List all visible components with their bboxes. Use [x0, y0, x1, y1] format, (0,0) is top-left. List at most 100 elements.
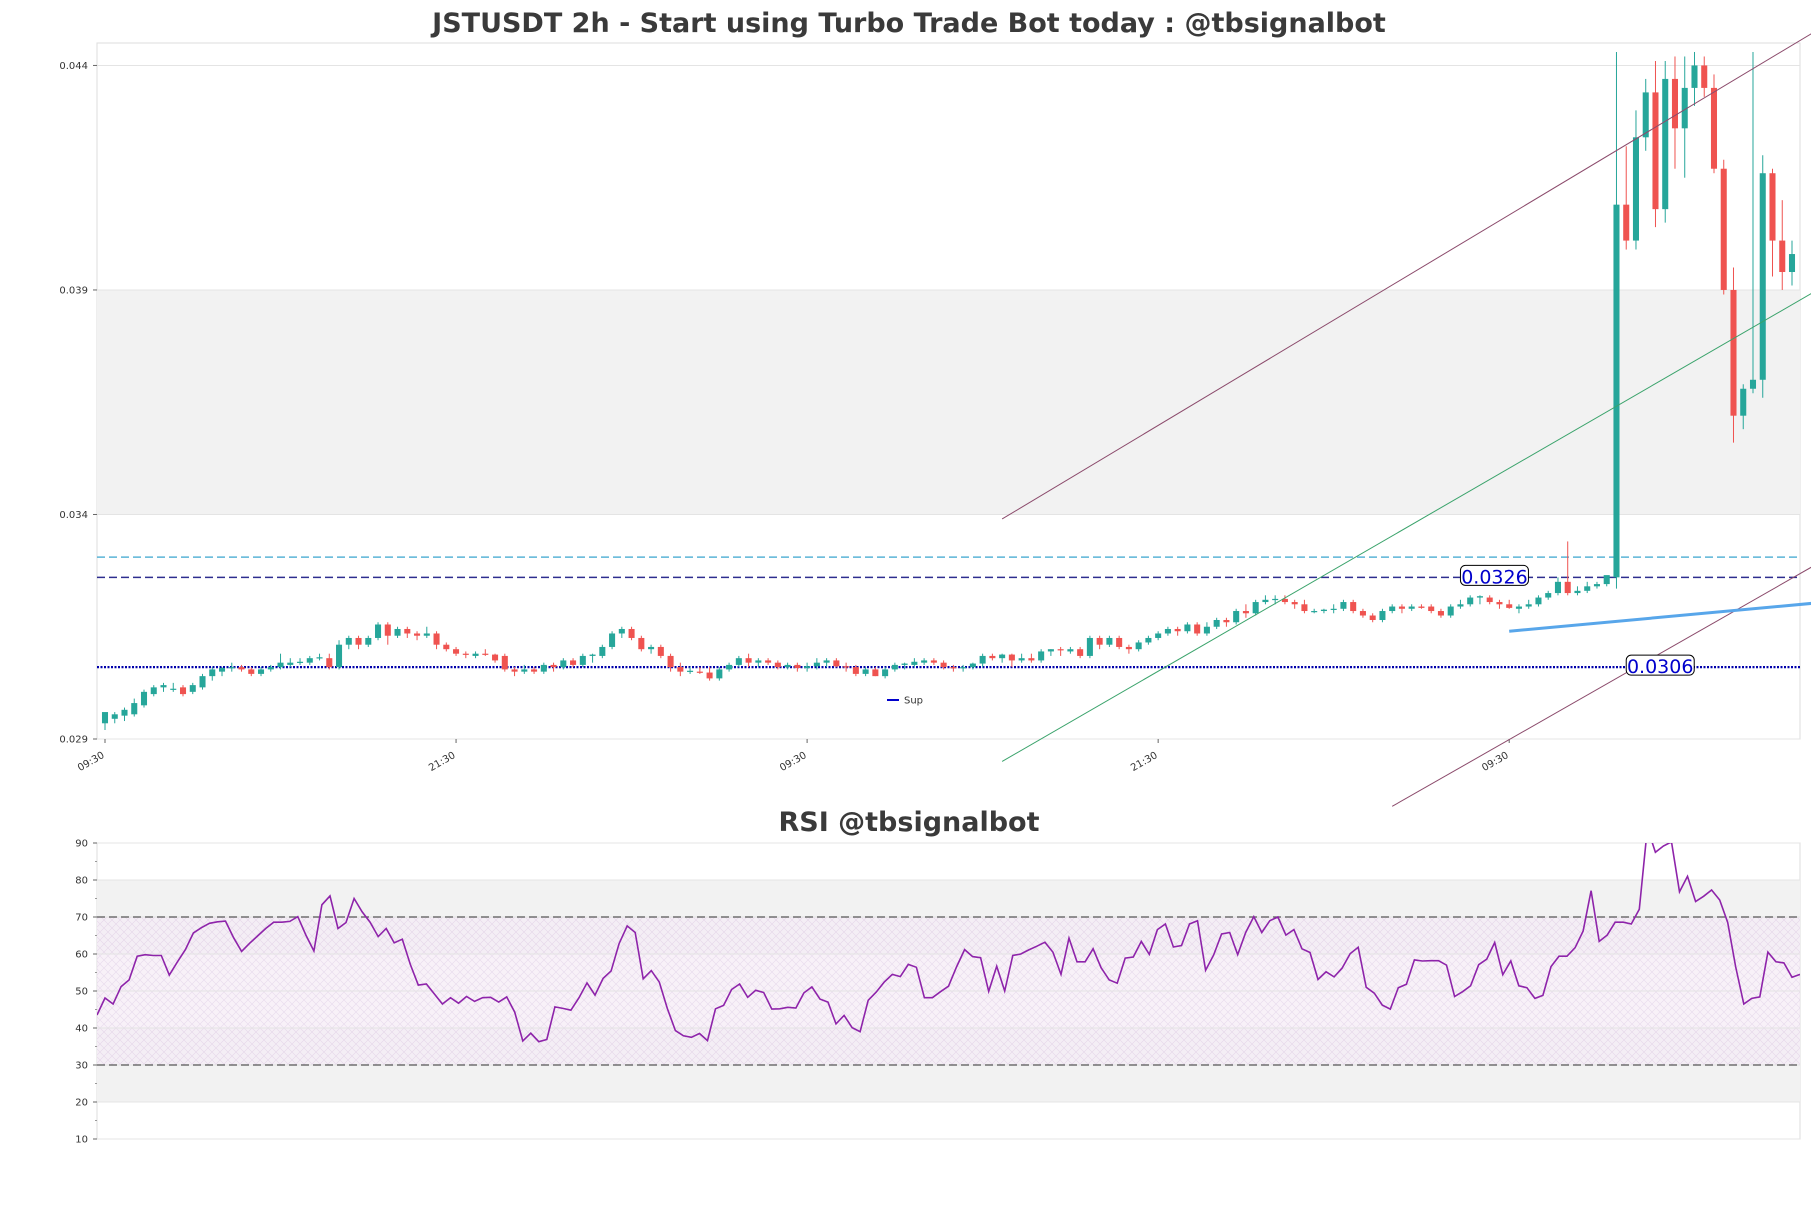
candle-body [609, 633, 616, 647]
candle-body [589, 654, 596, 656]
candle-body [960, 667, 967, 669]
trendline-3 [1509, 601, 1811, 633]
candle-body [1710, 87, 1718, 169]
candle-body [999, 654, 1006, 659]
candle-body [599, 646, 606, 656]
price-panel: 0.029 0.034 0.039 0.044 09:30 21:30 09:30 21:30… [59, 33, 1811, 807]
level-label-0: 0.0326 [1459, 564, 1529, 588]
rsi-plot-content [97, 843, 1800, 1043]
candle-body [989, 655, 996, 659]
candle-body [189, 685, 196, 692]
level-label-2: 0.0306 [1625, 654, 1695, 678]
candle-body [111, 714, 118, 719]
candle-body [1749, 379, 1757, 389]
candle-body [1652, 92, 1659, 210]
candle-body [570, 660, 577, 665]
candle-body [784, 664, 791, 668]
candle-body [1457, 604, 1464, 607]
rsi-y-tick-label: 10 [75, 1135, 88, 1146]
candle-body [121, 709, 128, 716]
candle-body [179, 687, 187, 695]
candle-body [1242, 611, 1249, 614]
candle-body [267, 667, 274, 670]
candle-body [326, 658, 333, 668]
candle-body [618, 628, 625, 634]
candle-body [755, 660, 762, 663]
candle-body [1359, 611, 1366, 616]
candle-body [1671, 78, 1679, 129]
candle-body [979, 655, 986, 664]
candle-body [1340, 602, 1347, 609]
candle-body [1642, 92, 1649, 138]
candle-body [1613, 204, 1620, 578]
price-x-tick-label: 09:30 [778, 750, 808, 774]
candle-body [1369, 615, 1376, 621]
candle-body [1047, 649, 1054, 652]
candle-body [1213, 620, 1220, 627]
candle-body [1350, 602, 1357, 612]
rsi-y-tick-label: 70 [75, 913, 88, 924]
candle-body [1252, 602, 1259, 614]
candle-body [209, 669, 216, 677]
legend-label: Sup [904, 696, 923, 707]
candle-body [1418, 606, 1425, 608]
candle-body [1691, 65, 1698, 88]
price-x-tick-label: 09:30 [76, 750, 106, 774]
candle-body [404, 628, 411, 634]
candle-body [648, 646, 655, 650]
candle-body [345, 637, 352, 645]
candle-body [1545, 593, 1552, 598]
rsi-y-tick-label: 30 [75, 1061, 88, 1072]
price-y-tick-label: 0.034 [59, 510, 88, 521]
candle-body [1018, 658, 1025, 661]
candle-body [1632, 137, 1639, 241]
candle-body [891, 664, 898, 670]
candle-body [1506, 604, 1513, 608]
candle-body [1106, 637, 1113, 645]
candle-body [1145, 637, 1152, 643]
candle-body [657, 646, 664, 656]
candle-body [1564, 581, 1571, 594]
candle-body [579, 655, 586, 665]
price-y-tick-label: 0.039 [59, 285, 88, 296]
candle-body [297, 661, 304, 663]
candle-body [101, 712, 109, 724]
candle-body [482, 653, 489, 655]
candle-body [228, 667, 235, 669]
candle-body [501, 655, 508, 670]
candle-body [735, 658, 742, 665]
candle-body [423, 633, 430, 636]
candle-body [1769, 173, 1776, 241]
level-label-text: 0.0326 [1461, 566, 1527, 588]
candle-body [1730, 289, 1737, 416]
rsi-y-tick-label: 20 [75, 1098, 88, 1109]
candle-body [833, 660, 840, 667]
candle-body [1398, 606, 1405, 609]
rsi-y-tick-label: 60 [75, 950, 88, 961]
candle-body [726, 664, 733, 670]
price-plot-content [97, 51, 1800, 731]
candle-body [287, 662, 294, 665]
trendline-1 [1001, 293, 1811, 762]
candle-body [1603, 575, 1610, 585]
candle-body [1116, 637, 1123, 647]
candle-body [394, 628, 401, 636]
candle-body [1525, 604, 1532, 607]
candle-body [765, 660, 772, 663]
candle-body [911, 661, 918, 665]
candle-body [1291, 602, 1298, 605]
candle-body [1028, 658, 1035, 661]
candle-body [1223, 620, 1230, 623]
candle-body [160, 685, 167, 688]
level-label-box [1459, 564, 1529, 586]
candle-body [1203, 626, 1210, 634]
rsi-y-tick-label: 90 [75, 839, 88, 850]
candle-body [1447, 606, 1454, 616]
candle-body [706, 672, 713, 679]
candle-body [336, 644, 343, 668]
candle-body [969, 663, 976, 668]
candle-body [1486, 597, 1493, 603]
rsi-line [97, 843, 1800, 1043]
price-x-tick-label: 21:30 [1129, 750, 1159, 774]
